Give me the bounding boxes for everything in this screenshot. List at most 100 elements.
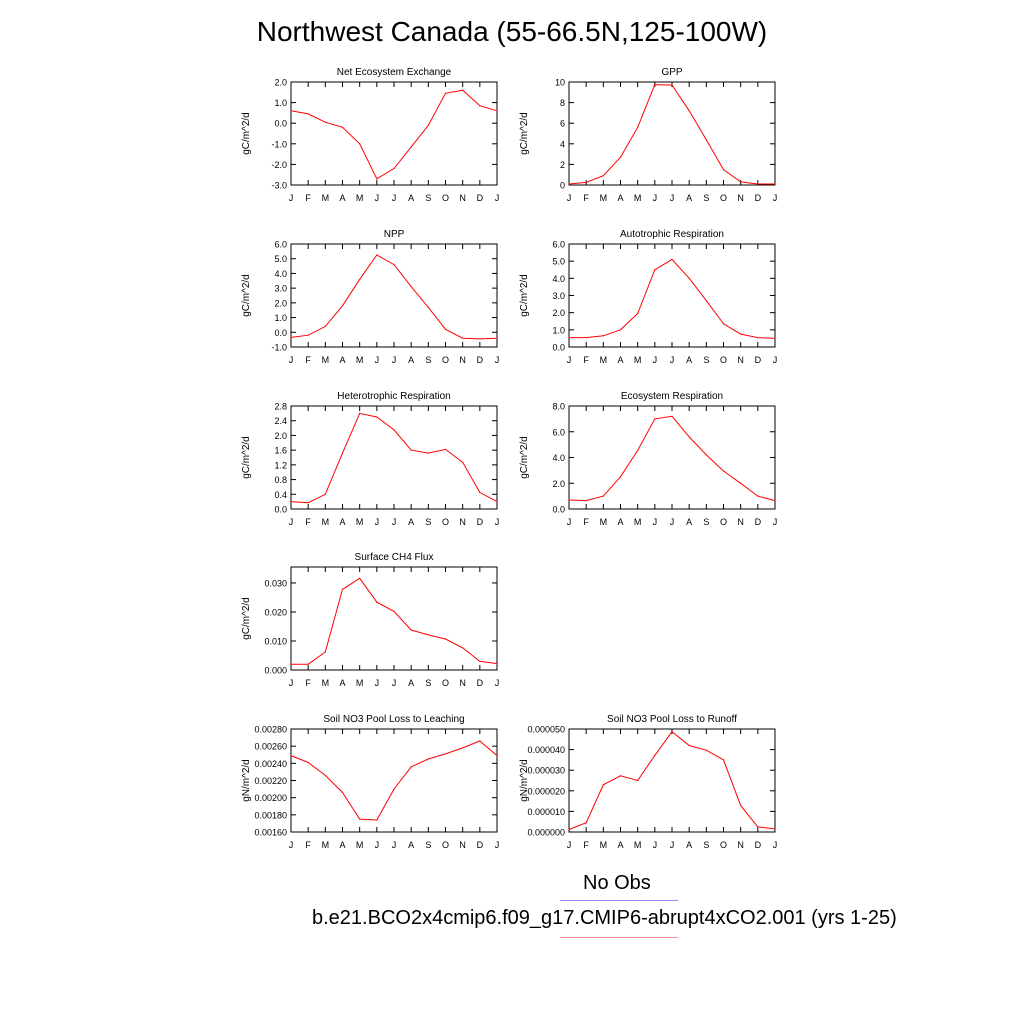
y-tick-label: 0.0 <box>274 328 287 338</box>
x-tick-label: M <box>600 840 608 850</box>
data-point <box>774 337 776 340</box>
panel-title: Soil NO3 Pool Loss to Runoff <box>607 714 737 725</box>
data-point <box>671 731 673 733</box>
y-tick-label: 0.030 <box>264 578 287 588</box>
data-point <box>290 336 292 339</box>
x-tick-label: F <box>583 517 589 527</box>
y-tick-label: 2.0 <box>274 431 287 441</box>
x-tick-label: J <box>289 355 294 365</box>
y-tick-label: 0.000050 <box>527 725 565 735</box>
x-tick-label: J <box>773 840 778 850</box>
x-tick-label: M <box>356 355 364 365</box>
x-tick-label: S <box>425 840 431 850</box>
data-point <box>341 791 344 794</box>
x-tick-label: F <box>305 355 311 365</box>
x-tick-label: J <box>495 840 500 850</box>
y-tick-label: -1.0 <box>271 343 287 353</box>
x-tick-label: J <box>495 517 500 527</box>
data-point <box>740 805 742 807</box>
x-tick-label: M <box>634 517 642 527</box>
x-tick-label: M <box>322 517 330 527</box>
y-tick-label: 1.6 <box>274 446 287 456</box>
series-line-model <box>568 415 776 502</box>
x-tick-label: D <box>755 355 762 365</box>
y-tick-label: 0.00200 <box>254 793 287 803</box>
data-point <box>585 822 587 824</box>
x-tick-label: S <box>703 517 709 527</box>
x-tick-label: M <box>356 840 364 850</box>
legend-model-line <box>560 937 678 938</box>
data-point <box>654 83 656 86</box>
x-tick-label: M <box>600 355 608 365</box>
x-tick-label: S <box>425 517 431 527</box>
y-tick-label: 3.0 <box>274 284 287 294</box>
data-point <box>393 610 395 612</box>
y-tick-label: 8.0 <box>552 402 565 412</box>
x-tick-label: O <box>720 840 727 850</box>
data-point <box>410 146 412 148</box>
x-tick-label: A <box>686 840 692 850</box>
data-point <box>705 300 707 302</box>
data-point <box>324 121 326 123</box>
data-point <box>341 452 344 454</box>
panel-title: Surface CH4 Flux <box>355 552 434 563</box>
y-tick-label: -3.0 <box>271 181 287 191</box>
x-tick-label: N <box>459 355 466 365</box>
panel-5: Heterotrophic Respiration gC/m^2/d 0.0 0.4 0… <box>241 391 499 527</box>
data-point <box>444 753 447 755</box>
x-tick-label: J <box>773 193 778 203</box>
data-point <box>585 181 587 184</box>
x-tick-label: D <box>477 678 484 688</box>
y-tick-label: 5.0 <box>274 254 287 264</box>
legend-obs-label: No Obs <box>583 872 651 894</box>
y-tick-label: 4.0 <box>274 269 287 279</box>
x-tick-label: D <box>755 840 762 850</box>
data-point <box>376 601 378 603</box>
x-tick-label: J <box>375 517 380 527</box>
x-tick-label: J <box>495 193 500 203</box>
x-tick-label: A <box>617 517 623 527</box>
data-point <box>722 168 725 171</box>
y-tick-label: 2.0 <box>274 78 287 88</box>
data-point <box>376 819 378 821</box>
data-point <box>324 774 326 776</box>
data-point <box>740 333 742 335</box>
x-tick-label: A <box>408 193 414 203</box>
data-point <box>462 89 464 91</box>
x-tick-label: J <box>670 517 675 527</box>
y-tick-label: 0.8 <box>274 475 287 485</box>
x-tick-label: J <box>392 355 397 365</box>
x-tick-label: J <box>375 193 380 203</box>
x-tick-label: S <box>703 193 709 203</box>
x-tick-label: N <box>459 840 466 850</box>
y-tick-label: 0.00160 <box>254 828 287 838</box>
x-tick-label: J <box>567 355 572 365</box>
y-tick-label: 2.0 <box>552 479 565 489</box>
y-tick-label: 0.0 <box>552 343 565 353</box>
data-point <box>740 181 742 183</box>
y-tick-label: 0.0 <box>274 119 287 129</box>
y-axis-label: gC/m^2/d <box>241 597 252 640</box>
data-point <box>307 334 309 336</box>
x-tick-label: J <box>289 840 294 850</box>
x-tick-label: O <box>442 678 449 688</box>
data-point <box>496 501 498 503</box>
data-point <box>307 502 309 504</box>
x-tick-label: S <box>703 840 709 850</box>
data-point <box>774 828 776 830</box>
data-point <box>602 495 604 497</box>
y-axis-label: gC/m^2/d <box>519 274 530 317</box>
data-point <box>705 454 707 456</box>
data-point <box>654 269 656 271</box>
data-point <box>496 337 498 339</box>
y-tick-label: 1.0 <box>274 313 287 323</box>
x-tick-label: F <box>305 840 311 850</box>
data-point <box>619 156 622 158</box>
y-tick-label: -1.0 <box>271 139 287 149</box>
data-point <box>410 286 412 288</box>
data-point <box>341 126 344 128</box>
x-tick-label: N <box>737 517 744 527</box>
x-tick-label: N <box>737 355 744 365</box>
x-tick-label: D <box>477 517 484 527</box>
